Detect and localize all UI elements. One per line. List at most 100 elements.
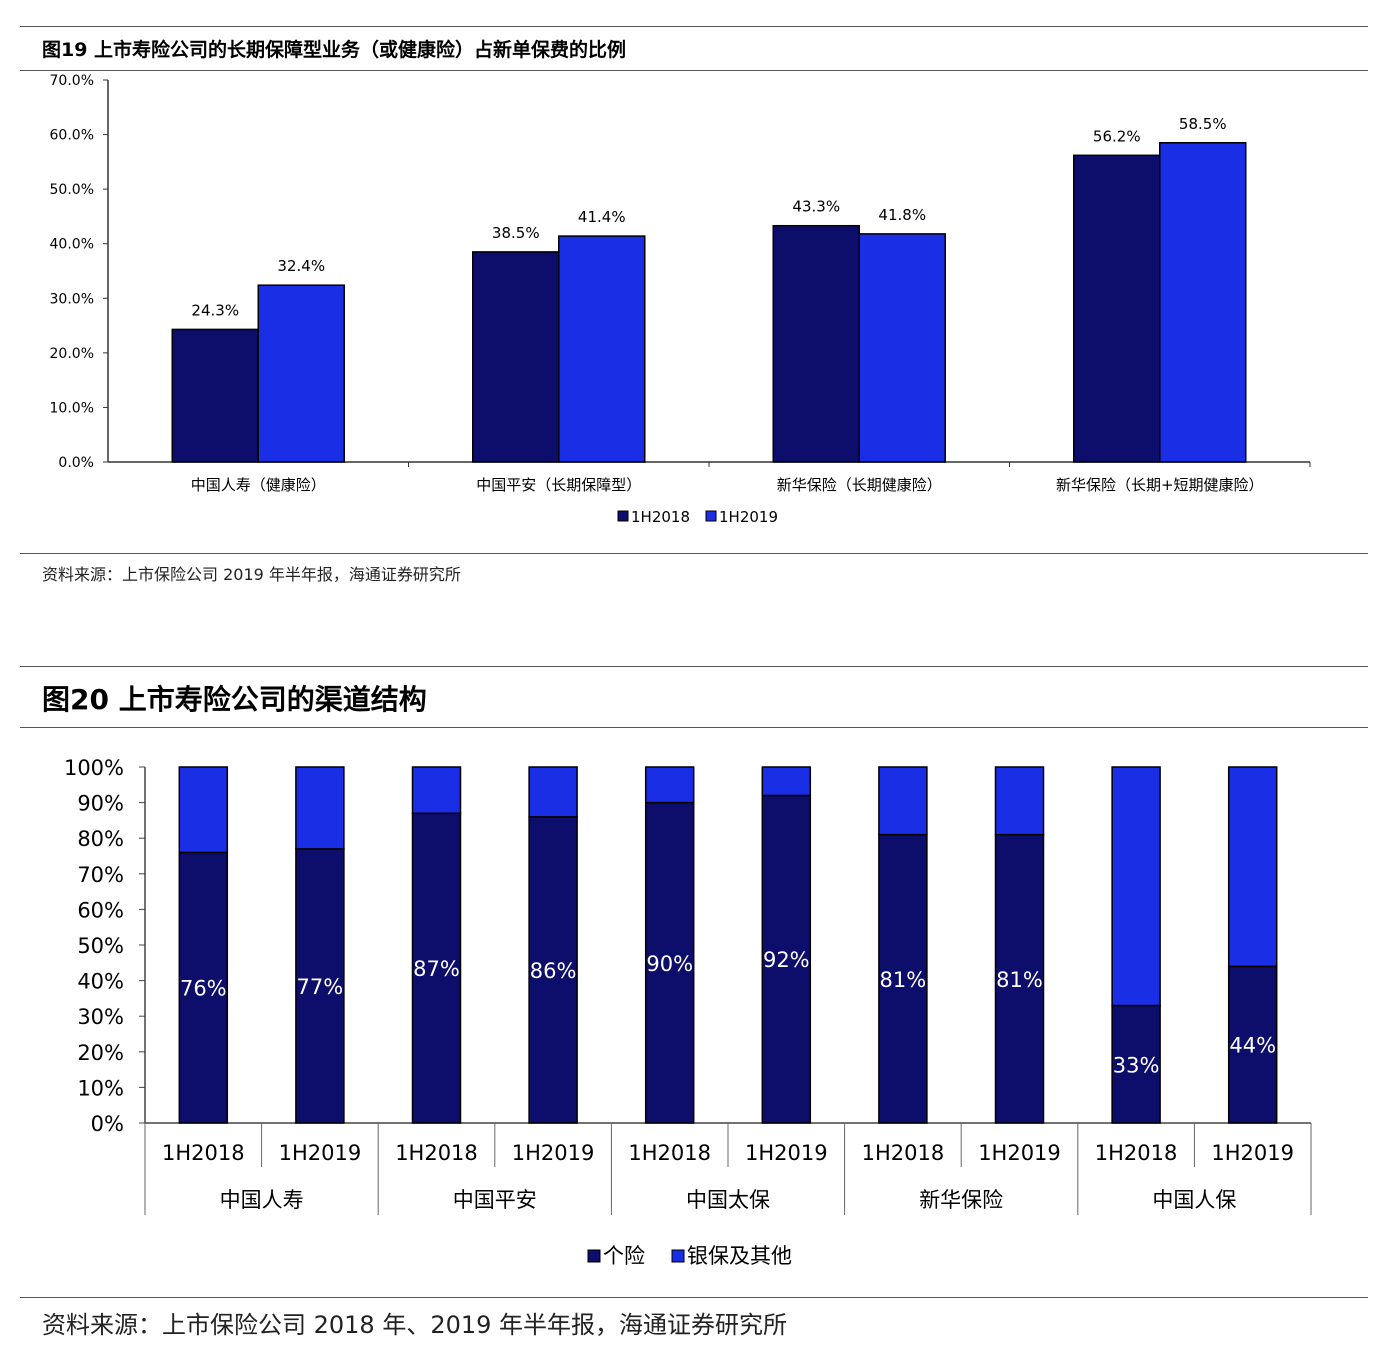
bar-1H2019-1 bbox=[558, 235, 646, 463]
bar-value-label: 81% bbox=[880, 968, 927, 992]
bar-1H2019-2 bbox=[858, 233, 946, 463]
bar-银保及其他-6 bbox=[878, 766, 928, 836]
bar-value-label: 41.8% bbox=[878, 206, 926, 224]
legend-swatch bbox=[671, 1249, 685, 1263]
y-tick-label: 20% bbox=[77, 1041, 124, 1065]
bar-value-label: 33% bbox=[1113, 1053, 1160, 1077]
x-group-label: 新华保险 bbox=[919, 1188, 1003, 1212]
bar-银保及其他-5 bbox=[761, 766, 812, 797]
bar-个险-6 bbox=[878, 833, 928, 1124]
fig19-source: 资料来源：上市保险公司 2019 年半年报，海通证券研究所 bbox=[42, 565, 461, 584]
bar-value-label: 90% bbox=[646, 952, 693, 976]
bar-个险-3 bbox=[528, 816, 578, 1124]
fig19-title: 图19 上市寿险公司的长期保障型业务（或健康险）占新单保费的比例 bbox=[42, 39, 627, 61]
x-period-label: 1H2019 bbox=[512, 1141, 595, 1165]
bar-value-label: 38.5% bbox=[492, 224, 540, 242]
x-group-label: 中国太保 bbox=[686, 1188, 770, 1212]
bar-个险-1 bbox=[295, 848, 345, 1124]
bar-银保及其他-4 bbox=[644, 766, 695, 804]
y-tick-label: 10% bbox=[77, 1076, 124, 1100]
x-period-label: 1H2018 bbox=[862, 1141, 945, 1165]
x-period-label: 1H2019 bbox=[1211, 1141, 1294, 1165]
y-tick-label: 40% bbox=[77, 970, 124, 994]
fig19-bottom-rule bbox=[20, 553, 1368, 554]
bar-银保及其他-0 bbox=[178, 766, 229, 854]
x-period-label: 1H2018 bbox=[162, 1141, 245, 1165]
bar-银保及其他-2 bbox=[411, 766, 462, 815]
bar-银保及其他-7 bbox=[994, 766, 1045, 836]
bar-银保及其他-9 bbox=[1227, 766, 1278, 968]
x-group-label: 中国人寿 bbox=[220, 1188, 304, 1212]
x-category-label: 新华保险（长期+短期健康险） bbox=[1056, 476, 1264, 494]
bar-银保及其他-8 bbox=[1111, 766, 1161, 1007]
bar-value-label: 32.4% bbox=[277, 257, 325, 275]
x-period-label: 1H2018 bbox=[628, 1141, 711, 1165]
fig20-bottom-rule bbox=[20, 1297, 1368, 1298]
bar-1H2018-3 bbox=[1073, 154, 1161, 463]
chart-channel-structure: 0% 10% 20% 30% 40% 50% 60% 70% 80% 90% 100% 76% 1H20… bbox=[64, 756, 1312, 1268]
x-category-label: 新华保险（长期健康险） bbox=[777, 476, 942, 494]
y-tick-label: 20.0% bbox=[50, 346, 94, 362]
x-period-label: 1H2019 bbox=[745, 1141, 828, 1165]
x-category-label: 中国平安（长期保障型） bbox=[476, 476, 641, 494]
y-tick-label: 10.0% bbox=[50, 400, 94, 416]
bar-value-label: 77% bbox=[297, 975, 344, 999]
bar-value-label: 92% bbox=[763, 948, 810, 972]
x-period-label: 1H2018 bbox=[1095, 1141, 1178, 1165]
legend-label: 1H2019 bbox=[719, 508, 778, 526]
bar-value-label: 86% bbox=[530, 959, 577, 983]
bar-个险-0 bbox=[178, 851, 229, 1124]
y-tick-label: 40.0% bbox=[50, 237, 94, 253]
bar-value-label: 58.5% bbox=[1179, 115, 1227, 133]
legend-swatch bbox=[705, 510, 717, 522]
bar-银保及其他-3 bbox=[528, 766, 578, 818]
legend-label: 银保及其他 bbox=[687, 1244, 792, 1268]
fig20-title-rule bbox=[20, 727, 1368, 728]
bar-value-label: 24.3% bbox=[191, 301, 239, 319]
y-tick-label: 50.0% bbox=[50, 182, 94, 198]
y-tick-label: 100% bbox=[64, 756, 124, 780]
legend-swatch bbox=[587, 1249, 601, 1263]
bar-1H2018-1 bbox=[472, 251, 560, 463]
bar-value-label: 43.3% bbox=[792, 198, 840, 216]
fig20-title: 图20 上市寿险公司的渠道结构 bbox=[42, 683, 427, 716]
fig20-source: 资料来源：上市保险公司 2018 年、2019 年半年报，海通证券研究所 bbox=[42, 1311, 788, 1339]
bar-个险-5 bbox=[761, 794, 812, 1124]
y-tick-label: 90% bbox=[77, 792, 124, 816]
chart-long-term-protection: 0.0% 10.0% 20.0% 30.0% 40.0% 50.0% 60.0% 70.0% 2… bbox=[50, 73, 1311, 526]
y-tick-label: 30.0% bbox=[50, 291, 94, 307]
bar-1H2019-0 bbox=[257, 284, 345, 463]
bar-value-label: 41.4% bbox=[578, 208, 626, 226]
y-tick-label: 0.0% bbox=[58, 455, 94, 471]
bar-个险-2 bbox=[411, 812, 462, 1124]
x-period-label: 1H2019 bbox=[978, 1141, 1061, 1165]
legend-swatch bbox=[617, 510, 629, 522]
y-tick-label: 70.0% bbox=[50, 73, 94, 89]
legend-label: 个险 bbox=[603, 1244, 645, 1268]
bar-个险-4 bbox=[644, 801, 695, 1124]
fig19-title-rule bbox=[20, 70, 1368, 71]
bar-value-label: 81% bbox=[996, 968, 1043, 992]
bar-1H2018-2 bbox=[772, 224, 860, 463]
x-category-label: 中国人寿（健康险） bbox=[191, 476, 326, 494]
fig19-top-rule bbox=[20, 26, 1368, 27]
x-period-label: 1H2019 bbox=[279, 1141, 362, 1165]
y-tick-label: 30% bbox=[77, 1005, 124, 1029]
y-tick-label: 60% bbox=[77, 898, 124, 922]
x-group-label: 中国人保 bbox=[1152, 1188, 1236, 1212]
bar-value-label: 44% bbox=[1229, 1034, 1276, 1058]
y-tick-label: 0% bbox=[91, 1112, 124, 1136]
legend-label: 1H2018 bbox=[631, 508, 690, 526]
y-tick-label: 70% bbox=[77, 863, 124, 887]
bar-1H2018-0 bbox=[171, 328, 259, 463]
bar-value-label: 87% bbox=[413, 957, 460, 981]
y-tick-label: 50% bbox=[77, 934, 124, 958]
x-group-label: 中国平安 bbox=[453, 1188, 537, 1212]
bar-1H2019-3 bbox=[1159, 142, 1247, 463]
y-tick-label: 80% bbox=[77, 827, 124, 851]
bar-value-label: 56.2% bbox=[1093, 127, 1141, 145]
y-tick-label: 60.0% bbox=[50, 128, 94, 144]
fig20-top-rule bbox=[20, 666, 1368, 667]
x-period-label: 1H2018 bbox=[395, 1141, 478, 1165]
bar-value-label: 76% bbox=[180, 977, 227, 1001]
